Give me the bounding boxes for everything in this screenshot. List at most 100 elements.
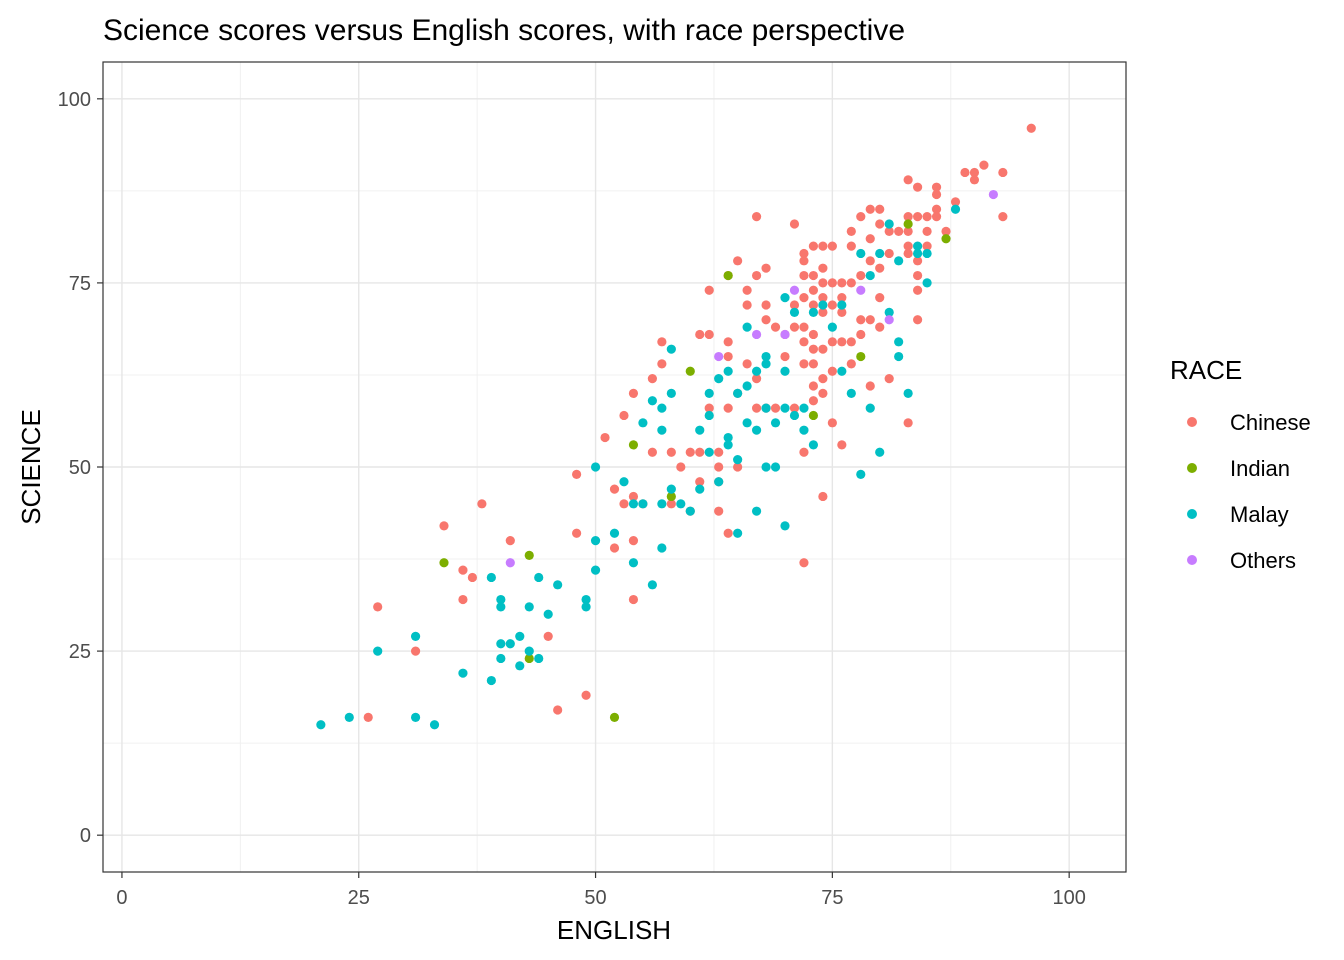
data-point-malay xyxy=(666,388,676,398)
data-point-chinese xyxy=(458,565,468,575)
data-point-chinese xyxy=(761,300,771,310)
data-point-chinese xyxy=(875,204,885,214)
data-point-chinese xyxy=(913,256,923,266)
data-point-chinese xyxy=(846,278,856,288)
data-point-chinese xyxy=(704,285,714,295)
data-point-chinese xyxy=(676,462,686,472)
data-point-malay xyxy=(704,410,714,421)
data-point-malay xyxy=(875,447,885,457)
data-point-chinese xyxy=(979,160,989,170)
data-point-chinese xyxy=(799,447,809,457)
data-point-malay xyxy=(789,410,800,421)
data-point-chinese xyxy=(458,594,468,605)
data-point-malay xyxy=(676,499,686,509)
legend-item-others: Others xyxy=(1187,548,1296,573)
legend-key xyxy=(1187,463,1197,473)
data-point-malay xyxy=(856,469,866,479)
data-point-malay xyxy=(458,668,468,678)
data-point-chinese xyxy=(647,447,657,457)
data-point-malay xyxy=(761,359,771,369)
series-indian xyxy=(439,219,951,722)
data-point-malay xyxy=(524,646,534,656)
data-point-others xyxy=(505,558,515,568)
data-point-chinese xyxy=(685,447,695,457)
data-point-chinese xyxy=(837,293,847,303)
data-point-chinese xyxy=(808,285,819,295)
data-point-chinese xyxy=(875,322,885,332)
data-point-chinese xyxy=(941,226,951,236)
data-point-indian xyxy=(524,653,534,664)
x-tick-label: 75 xyxy=(821,887,843,909)
data-point-malay xyxy=(865,403,875,413)
data-point-chinese xyxy=(903,418,913,428)
x-axis-label: ENGLISH xyxy=(557,915,671,945)
data-point-chinese xyxy=(856,329,866,340)
legend-item-indian: Indian xyxy=(1187,456,1290,481)
data-point-malay xyxy=(837,366,847,376)
data-point-chinese xyxy=(363,712,373,722)
data-point-chinese xyxy=(818,491,828,502)
legend-label: Chinese xyxy=(1230,410,1311,435)
data-point-chinese xyxy=(609,543,620,553)
data-point-chinese xyxy=(818,263,828,273)
data-point-malay xyxy=(742,418,752,428)
data-point-chinese xyxy=(865,204,875,214)
data-point-malay xyxy=(780,366,790,376)
data-point-indian xyxy=(903,219,913,229)
data-point-chinese xyxy=(1026,123,1036,133)
data-point-chinese xyxy=(837,440,847,450)
data-point-chinese xyxy=(808,396,819,406)
data-point-chinese xyxy=(628,536,639,546)
data-point-indian xyxy=(524,550,534,560)
data-point-chinese xyxy=(808,359,819,369)
data-point-chinese xyxy=(695,447,705,457)
data-point-chinese xyxy=(770,403,781,413)
data-point-chinese xyxy=(799,293,809,303)
data-point-chinese xyxy=(619,410,629,421)
data-point-chinese xyxy=(467,572,478,583)
data-point-chinese xyxy=(666,447,676,457)
data-point-malay xyxy=(515,661,525,671)
y-tick-label: 75 xyxy=(69,273,91,295)
data-point-malay xyxy=(733,455,743,465)
data-point-chinese xyxy=(827,337,837,347)
data-point-malay xyxy=(657,543,667,553)
data-point-malay xyxy=(581,602,591,612)
data-point-chinese xyxy=(903,212,913,222)
data-point-chinese xyxy=(723,337,733,347)
data-point-malay xyxy=(695,484,705,494)
legend-item-chinese: Chinese xyxy=(1187,410,1311,435)
axes: 0 25 50 75 100 0 25 50 75 100 xyxy=(58,89,1086,909)
data-point-chinese xyxy=(818,388,828,398)
data-point-chinese xyxy=(808,300,819,310)
data-point-chinese xyxy=(998,212,1008,222)
legend-label: Others xyxy=(1230,548,1296,573)
data-point-others xyxy=(780,329,790,340)
data-point-chinese xyxy=(827,241,837,251)
data-point-indian xyxy=(808,410,819,421)
data-point-chinese xyxy=(865,256,875,266)
data-point-chinese xyxy=(410,646,421,656)
data-point-chinese xyxy=(884,374,894,384)
data-point-chinese xyxy=(903,241,913,251)
data-point-malay xyxy=(657,499,667,509)
data-point-chinese xyxy=(903,226,913,236)
data-point-malay xyxy=(789,307,800,317)
data-point-malay xyxy=(808,307,819,317)
data-point-malay xyxy=(818,300,828,310)
data-point-chinese xyxy=(742,300,752,310)
data-point-malay xyxy=(799,403,809,413)
data-point-chinese xyxy=(846,226,856,236)
data-point-chinese xyxy=(619,499,629,509)
data-point-chinese xyxy=(913,212,923,222)
data-point-malay xyxy=(590,462,601,472)
data-point-chinese xyxy=(922,241,932,251)
data-point-malay xyxy=(856,248,866,259)
data-point-malay xyxy=(922,248,932,259)
data-point-chinese xyxy=(827,300,837,310)
data-point-indian xyxy=(856,351,866,362)
data-point-chinese xyxy=(846,359,856,369)
data-point-malay xyxy=(733,388,743,398)
data-point-chinese xyxy=(998,167,1008,178)
data-point-malay xyxy=(666,484,676,494)
